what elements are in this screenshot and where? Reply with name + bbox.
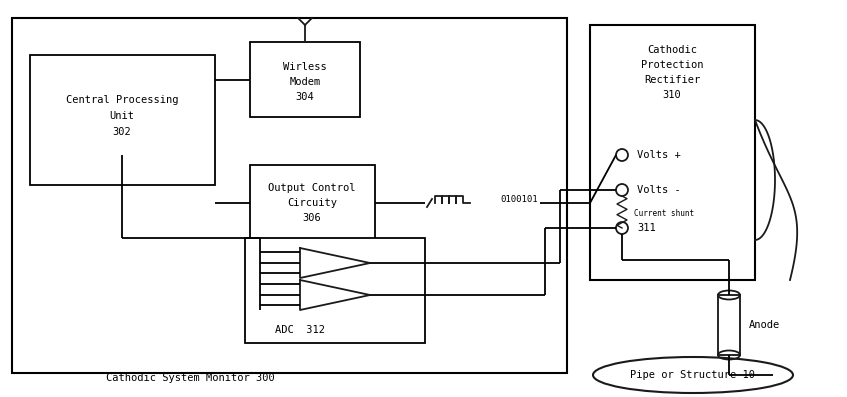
Text: 304: 304 [296,92,314,102]
Bar [30,55,215,185]
Text: Rectifier: Rectifier [644,75,700,85]
Text: Pipe or Structure 10: Pipe or Structure 10 [630,370,756,380]
Text: Volts -: Volts - [637,185,681,195]
Bar [250,165,375,240]
Text: Current shunt: Current shunt [634,208,695,218]
Text: Modem: Modem [290,77,321,87]
Text: Wirless: Wirless [283,62,327,72]
Text: 0100101: 0100101 [500,195,538,204]
Text: Cathodic System Monitor 300: Cathodic System Monitor 300 [106,373,274,383]
Text: Circuity: Circuity [287,198,337,208]
Bar [250,42,360,117]
Text: Central Processing: Central Processing [66,95,178,105]
Bar [12,18,567,373]
Text: Output Control: Output Control [268,183,356,193]
Bar [590,25,755,280]
Bar [245,238,425,343]
Text: 306: 306 [302,213,321,223]
Text: Volts +: Volts + [637,150,681,160]
Text: Cathodic: Cathodic [647,45,697,55]
Text: ADC  312: ADC 312 [275,325,325,335]
Text: Protection: Protection [640,60,703,70]
Text: Anode: Anode [749,320,780,330]
Text: Unit: Unit [109,111,135,121]
Text: 302: 302 [113,127,131,137]
Text: 310: 310 [662,90,681,100]
Text: 311: 311 [637,223,656,233]
Bar [718,295,740,355]
